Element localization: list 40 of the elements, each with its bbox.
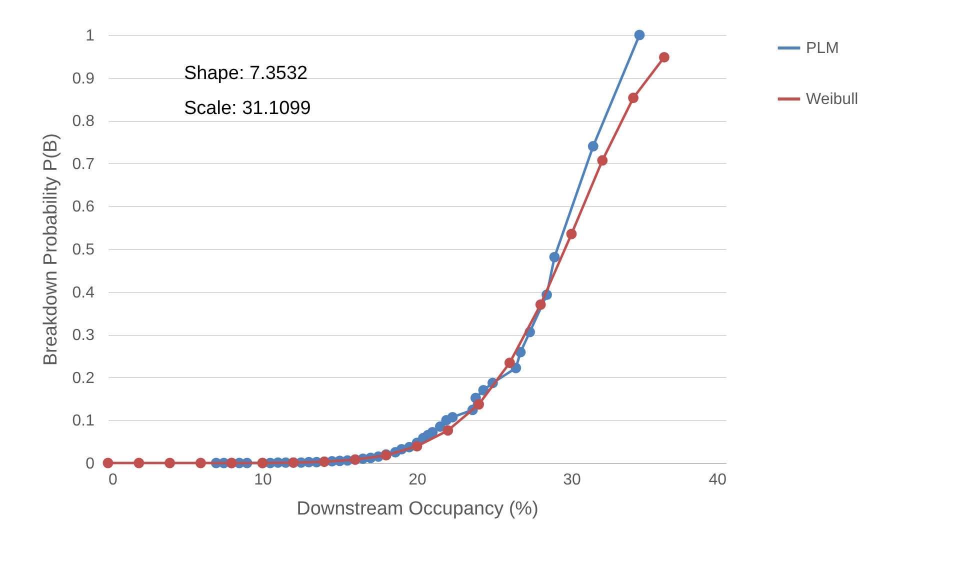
point bbox=[442, 425, 454, 436]
point bbox=[195, 458, 206, 468]
y-tick-label: 0 bbox=[86, 456, 95, 472]
x-tick-label: 0 bbox=[108, 472, 118, 488]
point bbox=[134, 458, 144, 468]
annotation: Scale: 31.1099 bbox=[184, 98, 311, 119]
point bbox=[566, 228, 577, 240]
y-tick-label: 0.3 bbox=[72, 327, 95, 344]
annotation: Shape: 7.3532 bbox=[184, 63, 308, 84]
y-tick-label: 0.2 bbox=[72, 370, 95, 387]
x-tick-label: 30 bbox=[563, 472, 581, 488]
point bbox=[102, 458, 114, 468]
y-tick-label: 0.6 bbox=[72, 198, 95, 216]
x-tick-label: 40 bbox=[708, 472, 727, 488]
legend-label: Weibull bbox=[806, 91, 858, 108]
x-tick-label: 10 bbox=[254, 472, 272, 488]
y-tick-label: 0.8 bbox=[72, 113, 95, 130]
point bbox=[628, 92, 639, 104]
point bbox=[447, 412, 458, 422]
y-tick-label: 1 bbox=[86, 28, 95, 44]
point bbox=[588, 141, 598, 152]
y-tick-label: 0.5 bbox=[72, 242, 95, 258]
y-tick-label: 0.1 bbox=[72, 412, 95, 430]
point bbox=[412, 441, 422, 452]
y-tick-label: 0.4 bbox=[72, 284, 95, 302]
point bbox=[597, 155, 608, 166]
point bbox=[164, 458, 176, 468]
point bbox=[549, 252, 560, 262]
point bbox=[658, 52, 670, 62]
point bbox=[634, 30, 645, 40]
point bbox=[504, 358, 515, 368]
point bbox=[474, 399, 484, 410]
y-tick-label: 0.7 bbox=[72, 156, 95, 173]
x-axis-title: Downstream Occupancy (%) bbox=[296, 498, 538, 520]
legend-label: PLM bbox=[806, 40, 839, 57]
y-tick-label: 0.9 bbox=[72, 70, 95, 88]
point bbox=[427, 426, 438, 438]
x-tick-label: 20 bbox=[408, 472, 426, 488]
y-axis-title: Breakdown Probability P(B) bbox=[40, 133, 62, 366]
point bbox=[535, 299, 546, 310]
